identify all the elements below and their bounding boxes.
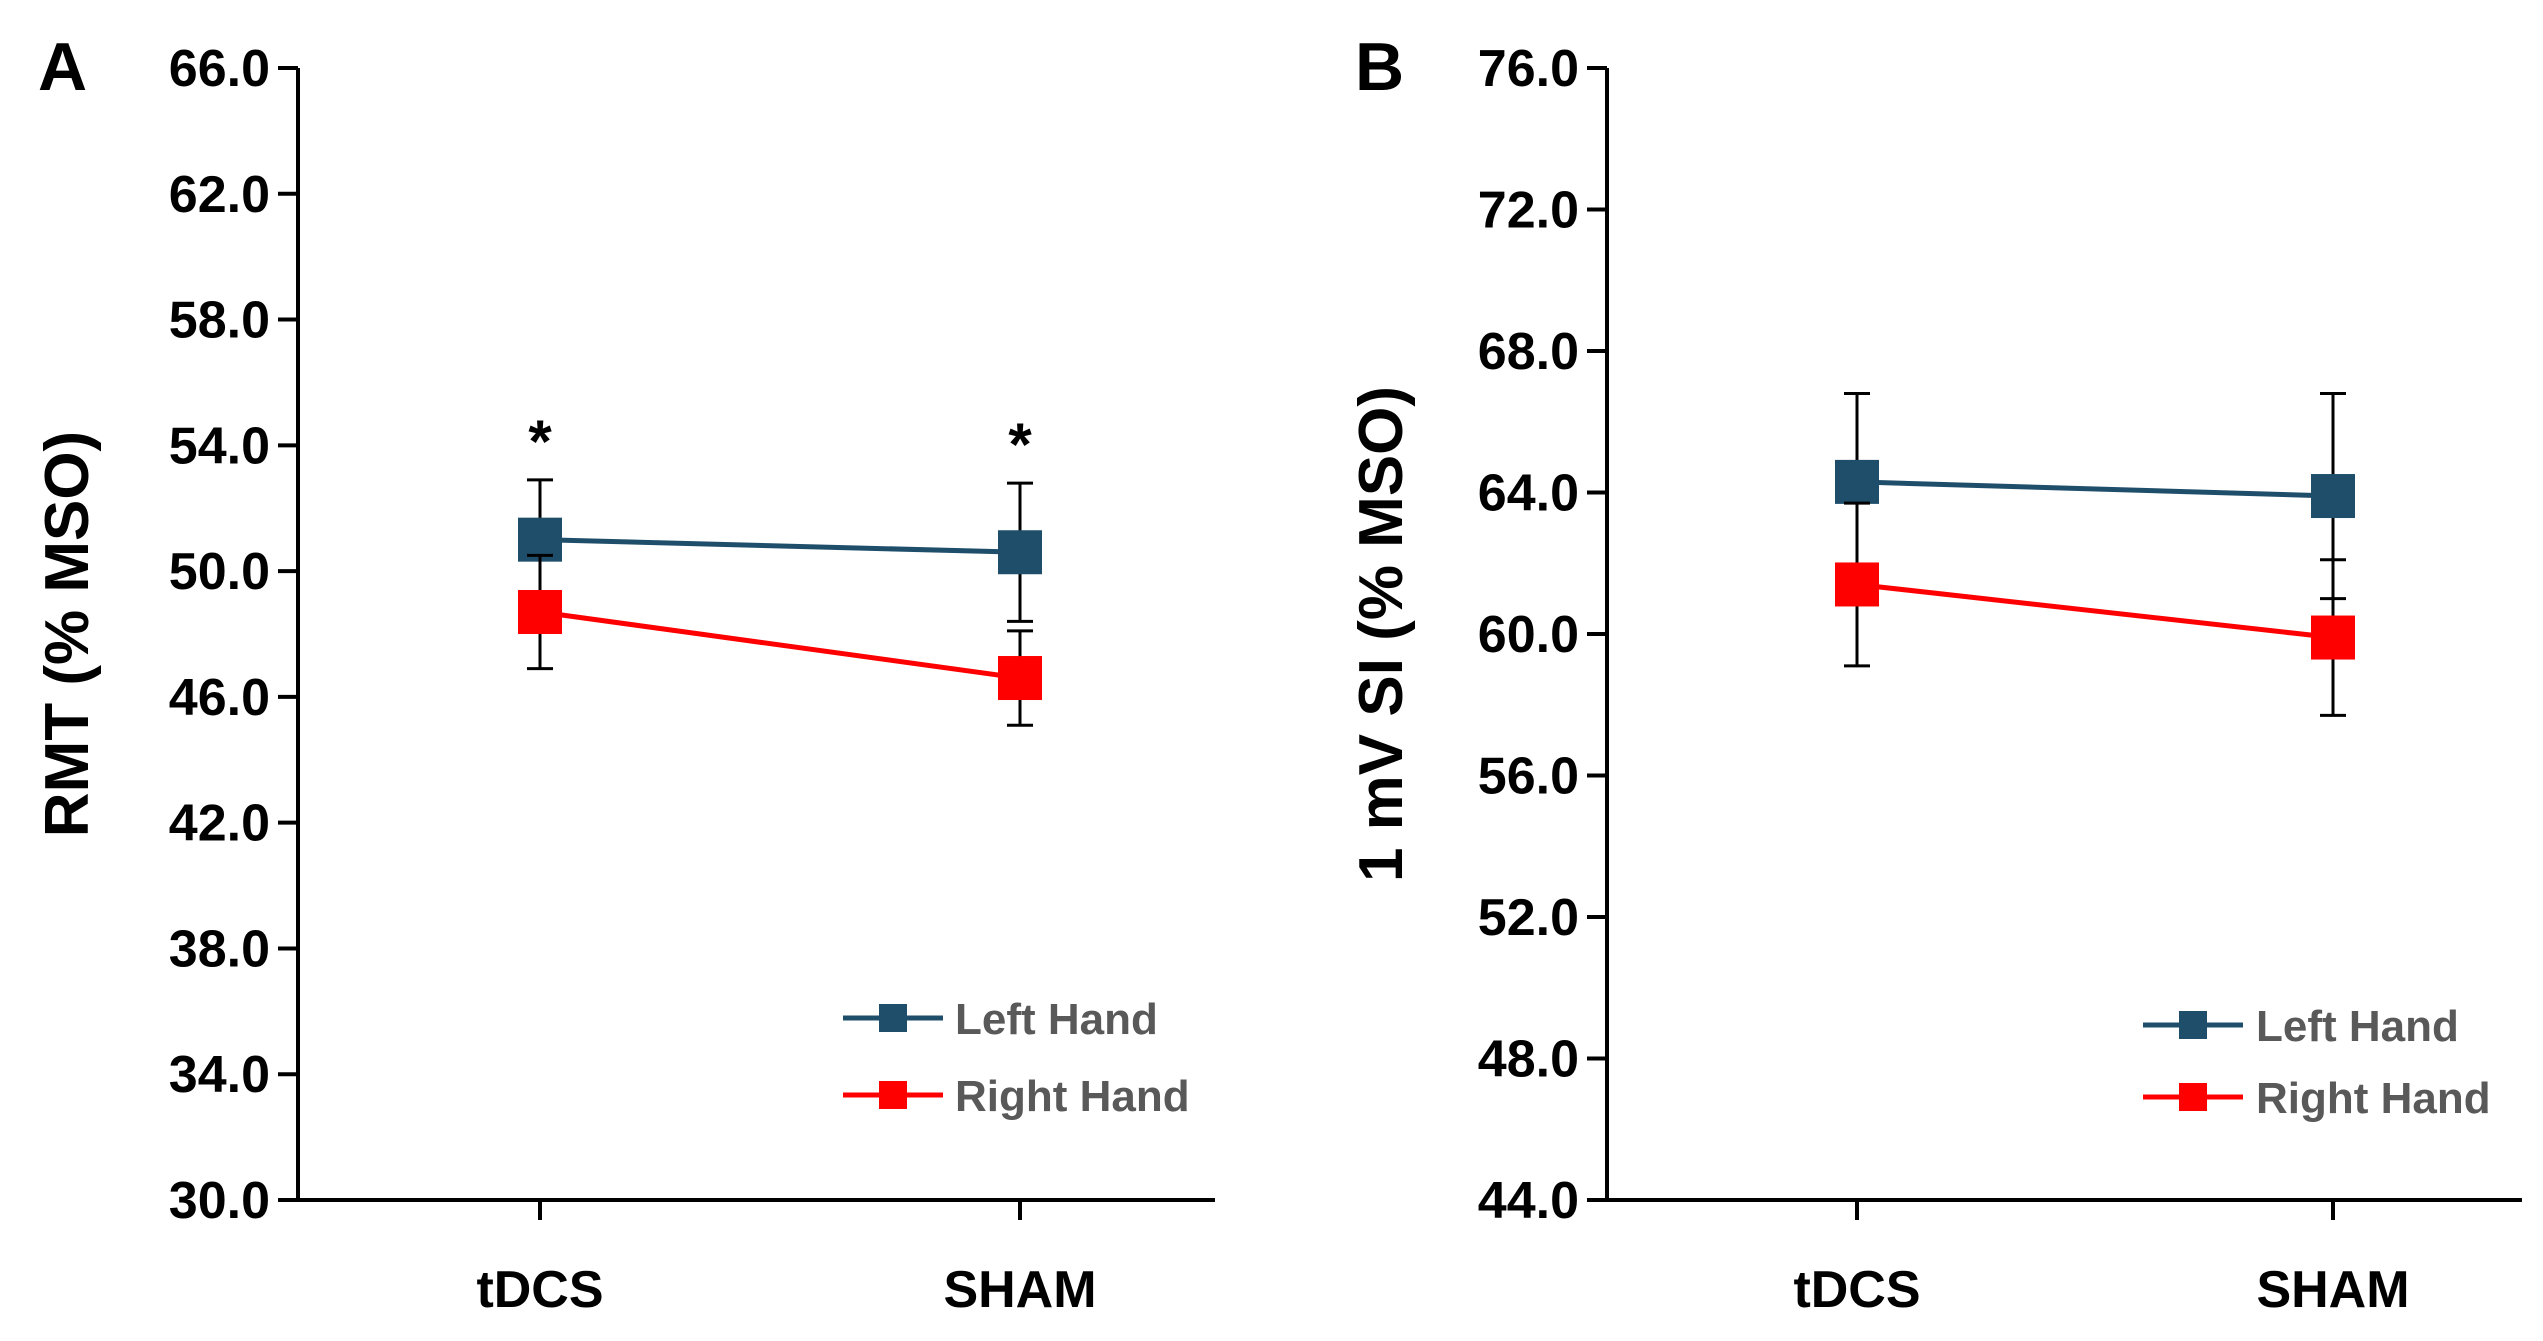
legend-marker — [879, 1081, 907, 1109]
y-axis-title: 1 mV SI (% MSO) — [1347, 386, 1416, 882]
y-tick-label: 66.0 — [169, 40, 270, 98]
series-left-hand — [518, 478, 1042, 623]
legend-marker — [2179, 1083, 2207, 1111]
x-tick-label: SHAM — [2256, 1261, 2409, 1319]
series-right-hand — [518, 553, 1042, 727]
y-tick-label: 44.0 — [1478, 1172, 1579, 1230]
series-left-hand — [1835, 391, 2355, 601]
data-point — [1835, 459, 1879, 504]
y-tick-label: 46.0 — [169, 669, 270, 727]
y-tick-label: 56.0 — [1478, 748, 1579, 806]
y-tick-label: 48.0 — [1478, 1031, 1579, 1089]
significance-star: * — [1008, 411, 1032, 478]
y-tick-label: 62.0 — [169, 166, 270, 224]
legend-label: Left Hand — [955, 995, 1158, 1044]
y-tick-label: 50.0 — [169, 543, 270, 601]
legend-marker — [879, 1004, 907, 1032]
data-point — [518, 589, 562, 634]
data-point — [998, 656, 1042, 701]
panel-letter: A — [38, 29, 87, 105]
y-tick-label: 42.0 — [169, 795, 270, 853]
data-point — [2311, 474, 2355, 519]
y-tick-label: 30.0 — [169, 1172, 270, 1230]
y-tick-label: 64.0 — [1478, 465, 1579, 523]
significance-star: * — [528, 408, 552, 475]
data-point — [1835, 562, 1879, 607]
y-tick-label: 54.0 — [169, 417, 270, 475]
series-right-hand — [1835, 501, 2355, 717]
data-point — [998, 530, 1042, 575]
y-tick-label: 34.0 — [169, 1046, 270, 1104]
legend-label: Right Hand — [955, 1072, 1190, 1121]
y-tick-label: 72.0 — [1478, 182, 1579, 240]
y-tick-label: 68.0 — [1478, 323, 1579, 381]
x-tick-label: tDCS — [1793, 1261, 1920, 1319]
legend-marker — [2179, 1011, 2207, 1039]
legend-label: Right Hand — [2256, 1074, 2491, 1123]
series-line — [1856, 479, 2334, 499]
x-tick-label: tDCS — [476, 1261, 603, 1319]
y-tick-label: 58.0 — [169, 292, 270, 350]
series-line — [539, 609, 1021, 681]
y-axis-title: RMT (% MSO) — [33, 431, 102, 837]
y-tick-label: 38.0 — [169, 920, 270, 978]
series-line — [1856, 581, 2334, 641]
y-tick-label: 76.0 — [1478, 40, 1579, 98]
y-tick-label: 60.0 — [1478, 606, 1579, 664]
legend-label: Left Hand — [2256, 1002, 2459, 1051]
y-tick-label: 52.0 — [1478, 889, 1579, 947]
x-tick-label: SHAM — [943, 1261, 1096, 1319]
panel-letter: B — [1355, 29, 1404, 105]
series-line — [539, 537, 1021, 555]
data-point — [2311, 615, 2355, 660]
panel-A: A 30.0 34.0 38.0 42.0 46.0 50.0 54.0 58.0 62.0 66.… — [33, 29, 1215, 1319]
panel-B: B 44.0 48.0 52.0 56.0 60.0 64.0 68.0 72.0 76.0 tDC… — [1347, 29, 2522, 1319]
